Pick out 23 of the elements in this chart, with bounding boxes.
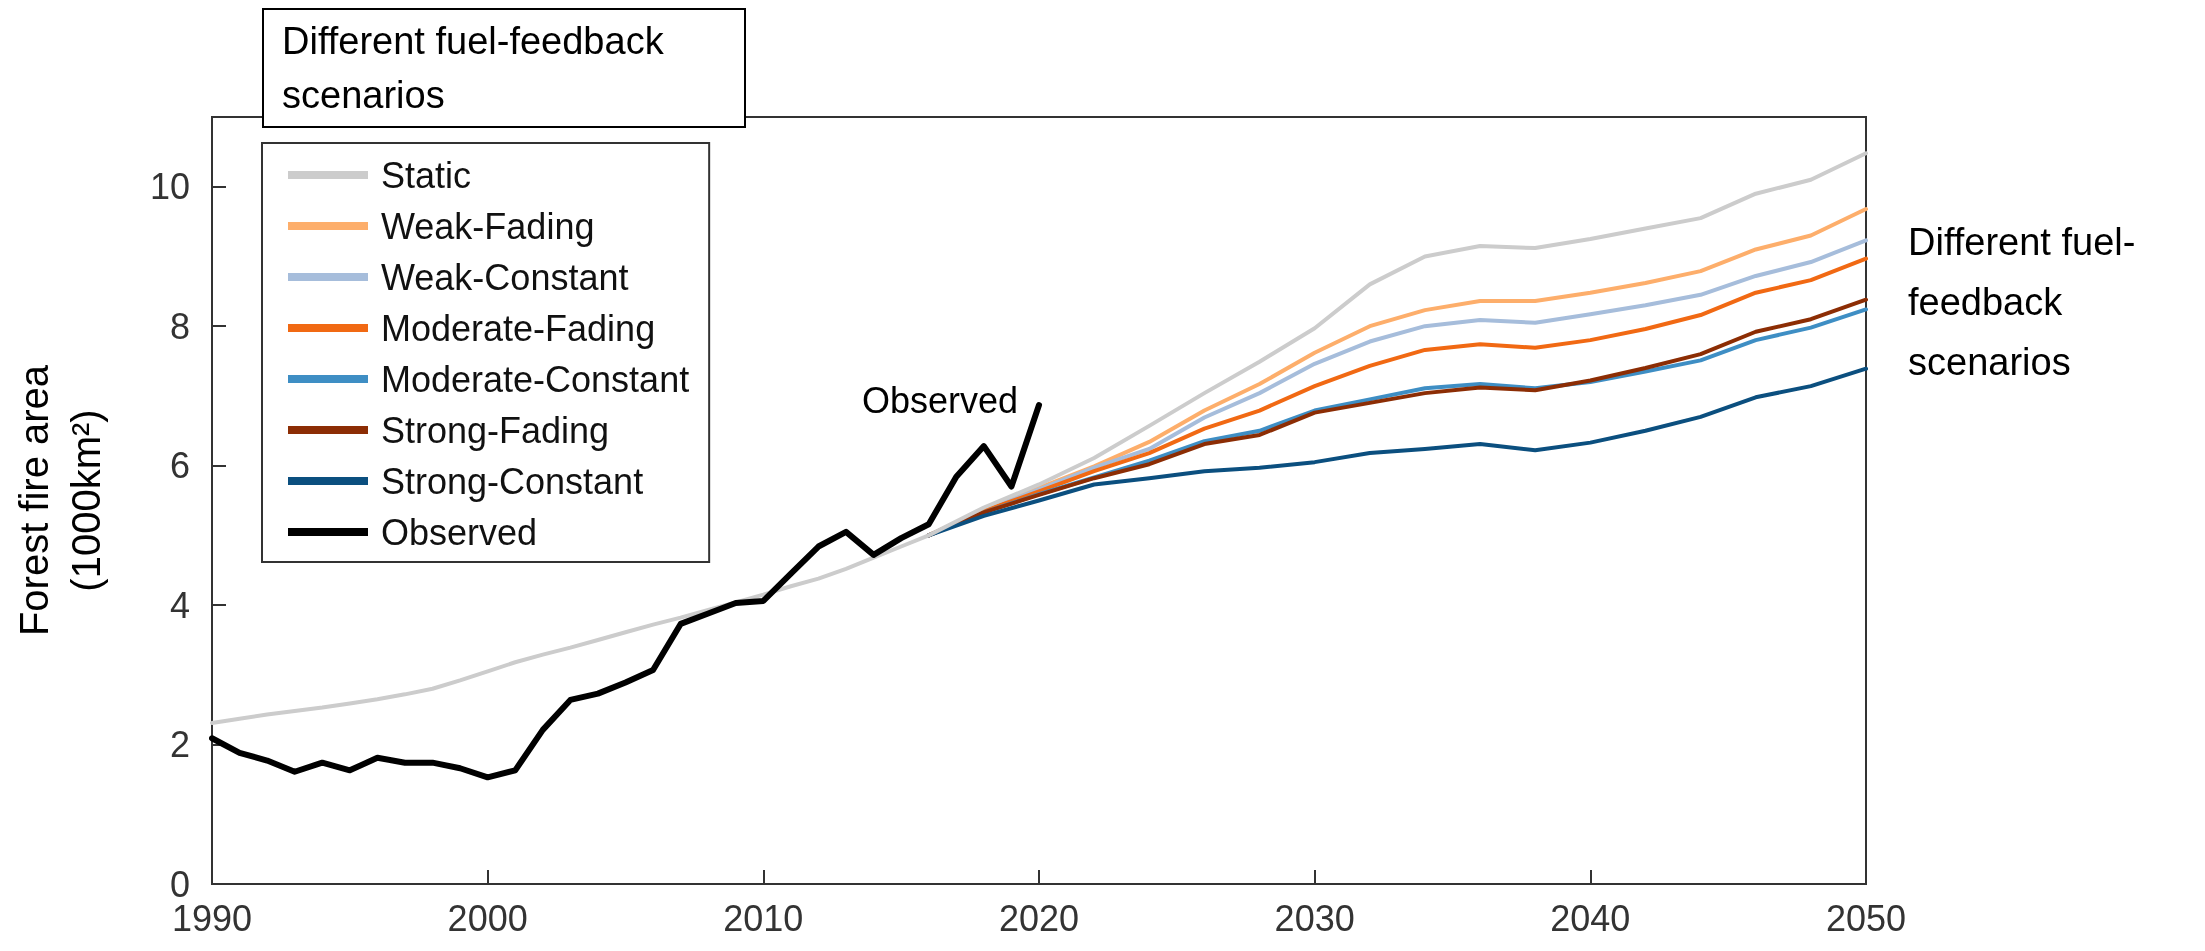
y-tick-label: 8 <box>169 305 190 347</box>
x-tick-label: 2040 <box>1550 897 1631 939</box>
x-tick-label: 2020 <box>998 897 1080 939</box>
x-tick-label: 2010 <box>723 897 804 939</box>
legend-label: Strong-Constant <box>381 460 644 502</box>
x-tick-label: 2030 <box>1274 897 1355 939</box>
legend-title: Different fuel-feedback scenarios <box>262 8 746 128</box>
legend-label: Weak-Fading <box>381 205 595 247</box>
y-axis-title: Forest fire area (1000km²) <box>12 364 108 637</box>
legend-label: Observed <box>381 511 538 553</box>
legend-label: Strong-Fading <box>381 409 610 451</box>
x-tick-label: 2050 <box>1825 897 1907 939</box>
legend-label: Moderate-Fading <box>381 307 656 349</box>
annotation: Observed <box>861 379 1019 421</box>
legend-label: Static <box>381 154 472 196</box>
y-tick-label: 10 <box>149 166 190 208</box>
text: Different fuel-feedback scenarios <box>1908 220 2137 385</box>
legend-label: Weak-Constant <box>381 256 629 298</box>
legend-label: Moderate-Constant <box>381 358 690 400</box>
y-tick-label: 2 <box>169 724 190 766</box>
y-tick-label: 4 <box>169 584 190 626</box>
y-tick-label: 6 <box>169 445 190 487</box>
x-tick-label: 2000 <box>447 897 528 939</box>
